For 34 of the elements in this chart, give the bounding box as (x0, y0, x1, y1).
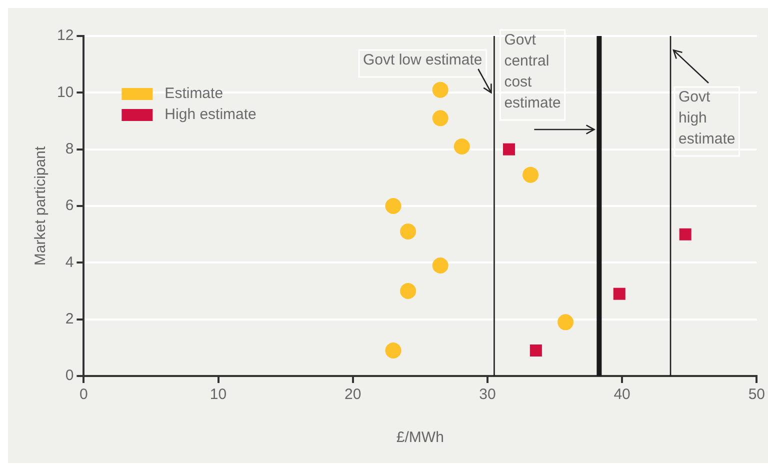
x-tick-label: 30 (479, 386, 496, 404)
point (502, 143, 516, 156)
point (432, 110, 448, 126)
x-tick-label: 40 (614, 386, 630, 404)
y-tick-label: 6 (65, 197, 74, 214)
x-axis-title: £/MWh (396, 429, 444, 446)
legend-label: Estimate (164, 85, 224, 102)
point (522, 166, 539, 183)
y-tick-label: 0 (65, 367, 74, 384)
x-tick-label: 0 (80, 386, 88, 404)
x-tick-label: 20 (344, 386, 362, 404)
y-tick-label: 12 (56, 27, 74, 44)
y-axis-title: Market participant (32, 146, 50, 266)
ref-line-label: Govt low estimate (362, 52, 482, 69)
legend-label: High estimate (164, 106, 256, 124)
point (530, 344, 542, 357)
point (613, 288, 626, 300)
point (400, 224, 416, 240)
x-tick-label: 10 (210, 386, 227, 404)
point (400, 283, 416, 299)
point (454, 138, 470, 154)
y-tick-label: 8 (65, 140, 74, 158)
y-tick-label: 4 (65, 254, 74, 271)
point (558, 314, 574, 330)
point (385, 342, 402, 358)
ref-line-label: Govt central cost estimate (504, 32, 561, 112)
y-tick-label: 2 (65, 310, 74, 328)
point (432, 82, 448, 98)
y-tick-label: 10 (56, 84, 74, 101)
ref-line-label: Govt high estimate (678, 88, 736, 148)
x-tick-label: 50 (748, 386, 765, 404)
point (679, 228, 692, 240)
point (432, 258, 448, 274)
point (385, 198, 402, 214)
